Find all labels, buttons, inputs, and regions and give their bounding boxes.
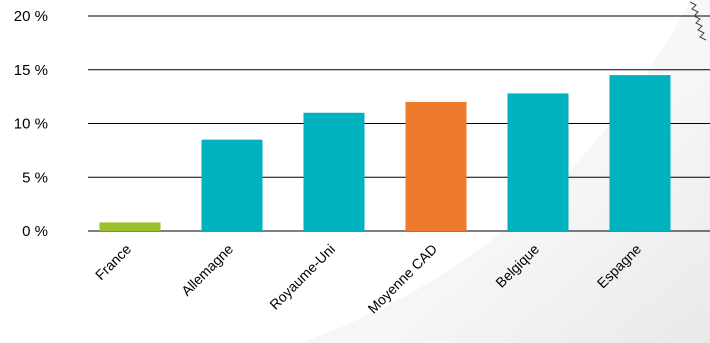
bar-france <box>99 222 161 231</box>
x-tick-label: Allemagne <box>178 241 236 299</box>
bar-allemagne <box>201 139 263 231</box>
x-tick-label: Royaume-Uni <box>266 241 338 313</box>
y-tick-label: 20 % <box>14 8 48 25</box>
x-tick-label: France <box>92 241 134 283</box>
page-curl-shadow <box>300 0 710 343</box>
y-tick-label: 5 % <box>22 169 48 186</box>
bar-royaume-uni <box>303 112 365 231</box>
bar-belgique <box>507 93 569 232</box>
y-tick-label: 10 % <box>14 116 48 133</box>
bar-moyenne-cad <box>405 102 467 231</box>
torn-edge-decoration <box>689 1 707 41</box>
y-tick-label: 0 % <box>22 223 48 240</box>
bar-espagne <box>609 75 671 231</box>
y-tick-label: 15 % <box>14 62 48 79</box>
